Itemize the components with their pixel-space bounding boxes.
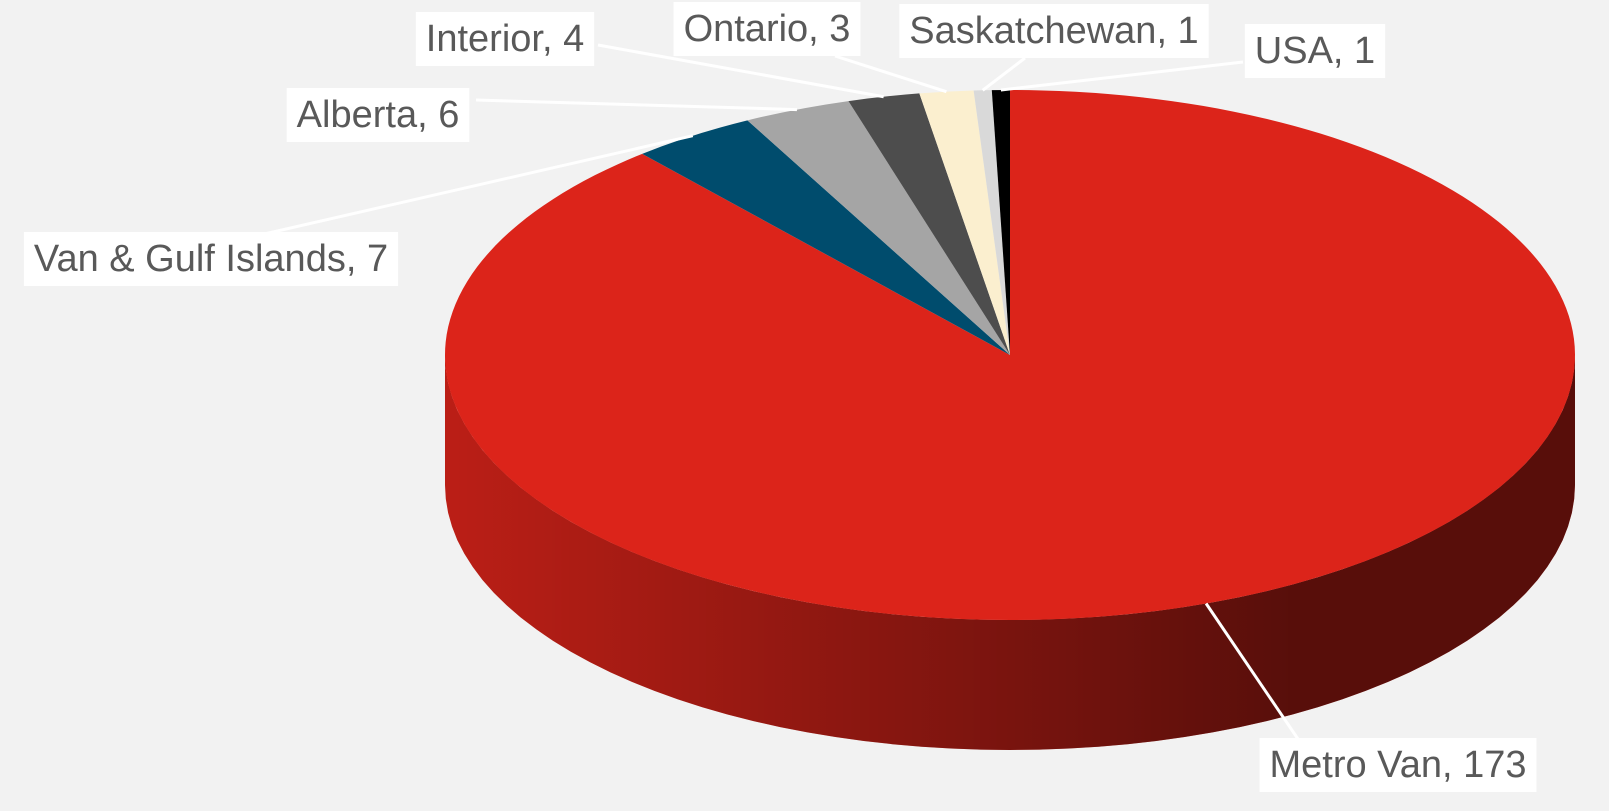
data-label: Interior, 4 bbox=[426, 18, 584, 60]
data-label: Van & Gulf Islands, 7 bbox=[34, 238, 388, 280]
data-label: Metro Van, 173 bbox=[1269, 744, 1526, 786]
leader-line bbox=[597, 43, 884, 99]
leader-line bbox=[981, 56, 1026, 92]
slice bbox=[747, 101, 1010, 356]
data-label-box bbox=[286, 88, 470, 143]
slice bbox=[848, 93, 1010, 356]
data-label-box bbox=[899, 4, 1209, 59]
leader-line bbox=[475, 98, 797, 112]
data-label-box bbox=[23, 232, 399, 287]
leader-line bbox=[1204, 602, 1302, 743]
leader-line bbox=[1000, 60, 1244, 92]
slice bbox=[991, 90, 1010, 355]
slice bbox=[642, 120, 1010, 355]
slice bbox=[973, 90, 1010, 356]
data-label: USA, 1 bbox=[1255, 30, 1375, 72]
data-label: Saskatchewan, 1 bbox=[909, 10, 1198, 52]
data-labels: Metro Van, 173 Van & Gulf Islands, 7 Alber… bbox=[23, 2, 1537, 793]
leader-line bbox=[834, 54, 947, 94]
data-label-box bbox=[673, 2, 861, 57]
data-label: Alberta, 6 bbox=[297, 94, 460, 136]
data-label-box bbox=[1244, 24, 1386, 79]
leader-line bbox=[259, 134, 694, 237]
data-label: Ontario, 3 bbox=[684, 8, 851, 50]
slice-side-shade bbox=[445, 355, 1575, 750]
data-label-box bbox=[1259, 738, 1537, 793]
data-label-box bbox=[415, 12, 595, 67]
slice bbox=[919, 90, 1010, 356]
